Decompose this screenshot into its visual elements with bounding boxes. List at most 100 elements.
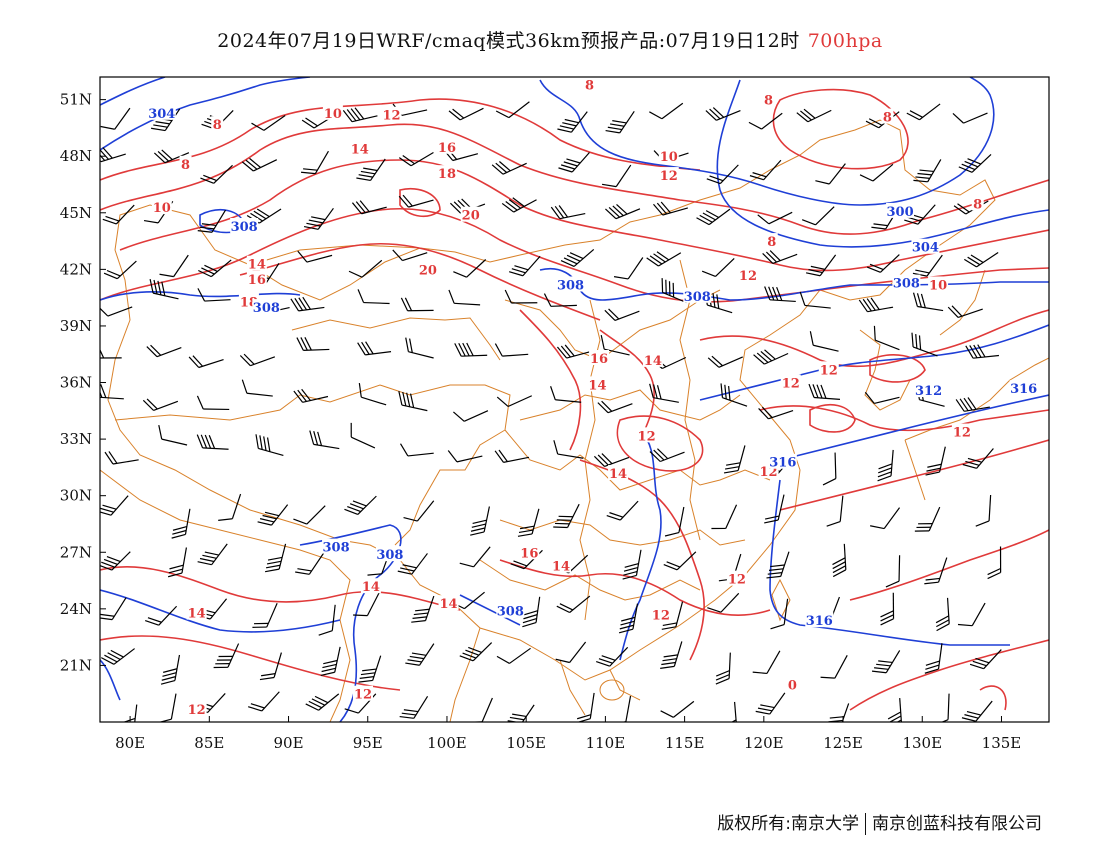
wind-barb	[711, 504, 738, 530]
wind-barb	[597, 400, 633, 414]
wind-barb	[887, 698, 903, 722]
wind-barb	[459, 546, 491, 568]
india-border	[100, 469, 351, 722]
wind-barb	[218, 493, 242, 521]
wind-barb	[522, 596, 541, 628]
wind-barb	[454, 342, 488, 357]
wind-barb	[653, 201, 688, 216]
height-contour	[459, 594, 521, 626]
contour-label-bg	[881, 108, 894, 124]
wind-barb	[350, 422, 376, 449]
wind-barb	[297, 250, 333, 263]
inner-border-5	[479, 559, 701, 601]
wind-barb	[593, 453, 630, 467]
wind-barb	[459, 642, 493, 662]
wind-barb	[805, 254, 837, 277]
wind-barb	[196, 395, 230, 411]
chart-title: 2024年07月19日WRF/cmaq模式36km预报产品:07月19日12时 7…	[0, 26, 1100, 53]
wind-barb	[752, 650, 781, 675]
contour-label-bg	[246, 270, 267, 286]
contour-label-bg	[211, 116, 224, 132]
contour-label: 308	[497, 605, 524, 620]
wind-barb	[715, 652, 731, 685]
contour-label-bg	[737, 267, 758, 283]
wind-barb	[496, 647, 531, 664]
wind-barb	[649, 102, 684, 120]
wind-barb	[558, 152, 590, 173]
wind-barb	[241, 379, 273, 397]
contour-label: 14	[248, 258, 266, 273]
wind-barb	[296, 337, 330, 351]
temperature-contours	[100, 88, 1049, 711]
wind-barb	[870, 507, 901, 530]
wind-barb	[397, 553, 428, 575]
wind-barb	[912, 292, 944, 312]
wind-barb	[720, 383, 748, 407]
wind-barb	[975, 494, 992, 527]
wind-barb	[924, 557, 948, 585]
wind-barb	[758, 406, 794, 420]
wind-barb	[858, 297, 894, 313]
wind-barb	[145, 605, 178, 626]
wind-barb	[100, 383, 124, 400]
temperature-contour	[599, 329, 655, 441]
wind-barb	[158, 425, 188, 446]
contour-label: 12	[953, 426, 971, 441]
lat-tick-label: 36N	[60, 374, 92, 392]
lat-tick-label: 27N	[60, 543, 92, 561]
wind-barb	[828, 703, 850, 722]
wind-barb	[150, 108, 181, 132]
contour-label: 10	[324, 107, 342, 122]
contour-label: 10	[153, 201, 171, 216]
contour-label-bg	[322, 104, 343, 120]
wind-barb	[601, 164, 632, 188]
contour-label: 12	[820, 363, 838, 378]
wind-barb	[197, 288, 231, 302]
height-contour	[619, 429, 662, 661]
lon-tick-label: 95E	[353, 734, 383, 752]
temperature-contour	[519, 309, 582, 451]
wind-barb	[604, 308, 640, 321]
contour-label: 8	[883, 111, 892, 126]
wind-barb	[259, 652, 282, 681]
wind-barb	[496, 395, 533, 407]
height-contour	[100, 290, 301, 301]
inner-border-6	[579, 299, 601, 621]
wind-barb	[958, 154, 992, 173]
contour-label-bg	[349, 140, 370, 156]
wind-barb	[453, 410, 489, 422]
wind-barb	[555, 641, 587, 664]
wind-barb	[757, 211, 793, 225]
contour-label-bg	[587, 376, 608, 392]
korea-coast	[859, 329, 911, 411]
wind-barb	[348, 259, 383, 278]
temperature-contour	[100, 98, 701, 181]
wind-barb	[663, 551, 697, 571]
wind-barb	[252, 602, 278, 628]
wind-barb	[290, 296, 325, 312]
contour-label-bg	[438, 595, 459, 611]
height-contour	[716, 79, 1049, 248]
contour-label: 12	[782, 377, 800, 392]
contour-label: 8	[764, 94, 773, 109]
wind-barb	[411, 595, 435, 623]
contour-label-bg	[818, 361, 839, 377]
contour-label-bg	[551, 557, 572, 573]
wind-barb	[859, 163, 894, 182]
wind-barb	[264, 543, 287, 573]
contour-label-bg	[650, 606, 671, 622]
contour-label: 304	[912, 241, 939, 256]
contour-label: 16	[520, 546, 538, 561]
contour-label-bg	[151, 199, 172, 215]
indochina-coast	[449, 627, 641, 722]
height-contour	[299, 524, 402, 722]
lon-tick-label: 130E	[902, 734, 942, 752]
temperature-contour	[616, 415, 704, 472]
contour-label: 16	[248, 273, 266, 288]
contour-label: 308	[376, 548, 403, 563]
lon-tick-label: 80E	[115, 734, 145, 752]
wind-barb	[885, 555, 901, 588]
contour-label: 14	[188, 607, 206, 622]
wind-barb	[661, 601, 684, 630]
inner-border-2	[519, 389, 741, 421]
